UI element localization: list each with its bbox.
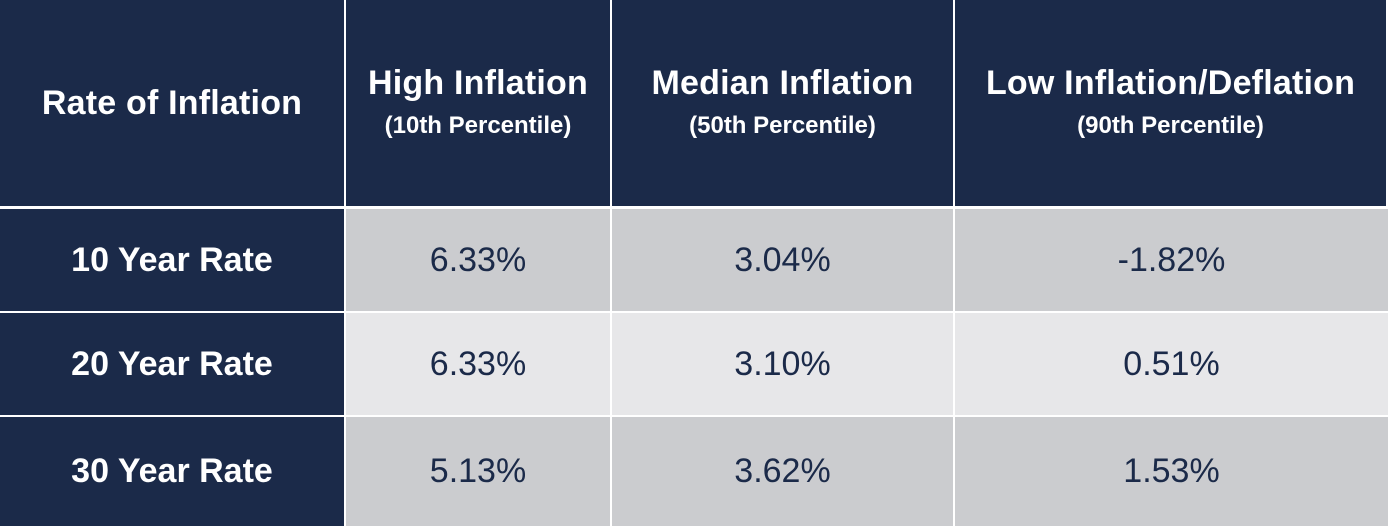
table-cell: 3.62%: [612, 417, 955, 526]
header-col-subtitle: (10th Percentile): [384, 112, 572, 139]
table-cell: 6.33%: [346, 209, 612, 313]
row-label-20-year: 20 Year Rate: [0, 313, 346, 417]
table-cell: -1.82%: [955, 209, 1388, 313]
header-row-label: Rate of Inflation: [0, 0, 346, 209]
header-col-title: High Inflation: [368, 64, 588, 102]
table-cell: 1.53%: [955, 417, 1388, 526]
header-col-subtitle: (90th Percentile): [1077, 112, 1264, 139]
row-label-30-year: 30 Year Rate: [0, 417, 346, 526]
table-cell: 6.33%: [346, 313, 612, 417]
header-col-title: Median Inflation: [651, 64, 914, 102]
header-col-low-inflation: Low Inflation/Deflation (90th Percentile…: [955, 0, 1388, 209]
row-label-10-year: 10 Year Rate: [0, 209, 346, 313]
header-col-title: Low Inflation/Deflation: [985, 64, 1356, 102]
header-col-high-inflation: High Inflation (10th Percentile): [346, 0, 612, 209]
table-cell: 3.10%: [612, 313, 955, 417]
header-col-subtitle: (50th Percentile): [689, 112, 876, 139]
table-cell: 3.04%: [612, 209, 955, 313]
header-row-label-text: Rate of Inflation: [41, 84, 303, 122]
table-cell: 5.13%: [346, 417, 612, 526]
table-cell: 0.51%: [955, 313, 1388, 417]
header-col-median-inflation: Median Inflation (50th Percentile): [612, 0, 955, 209]
